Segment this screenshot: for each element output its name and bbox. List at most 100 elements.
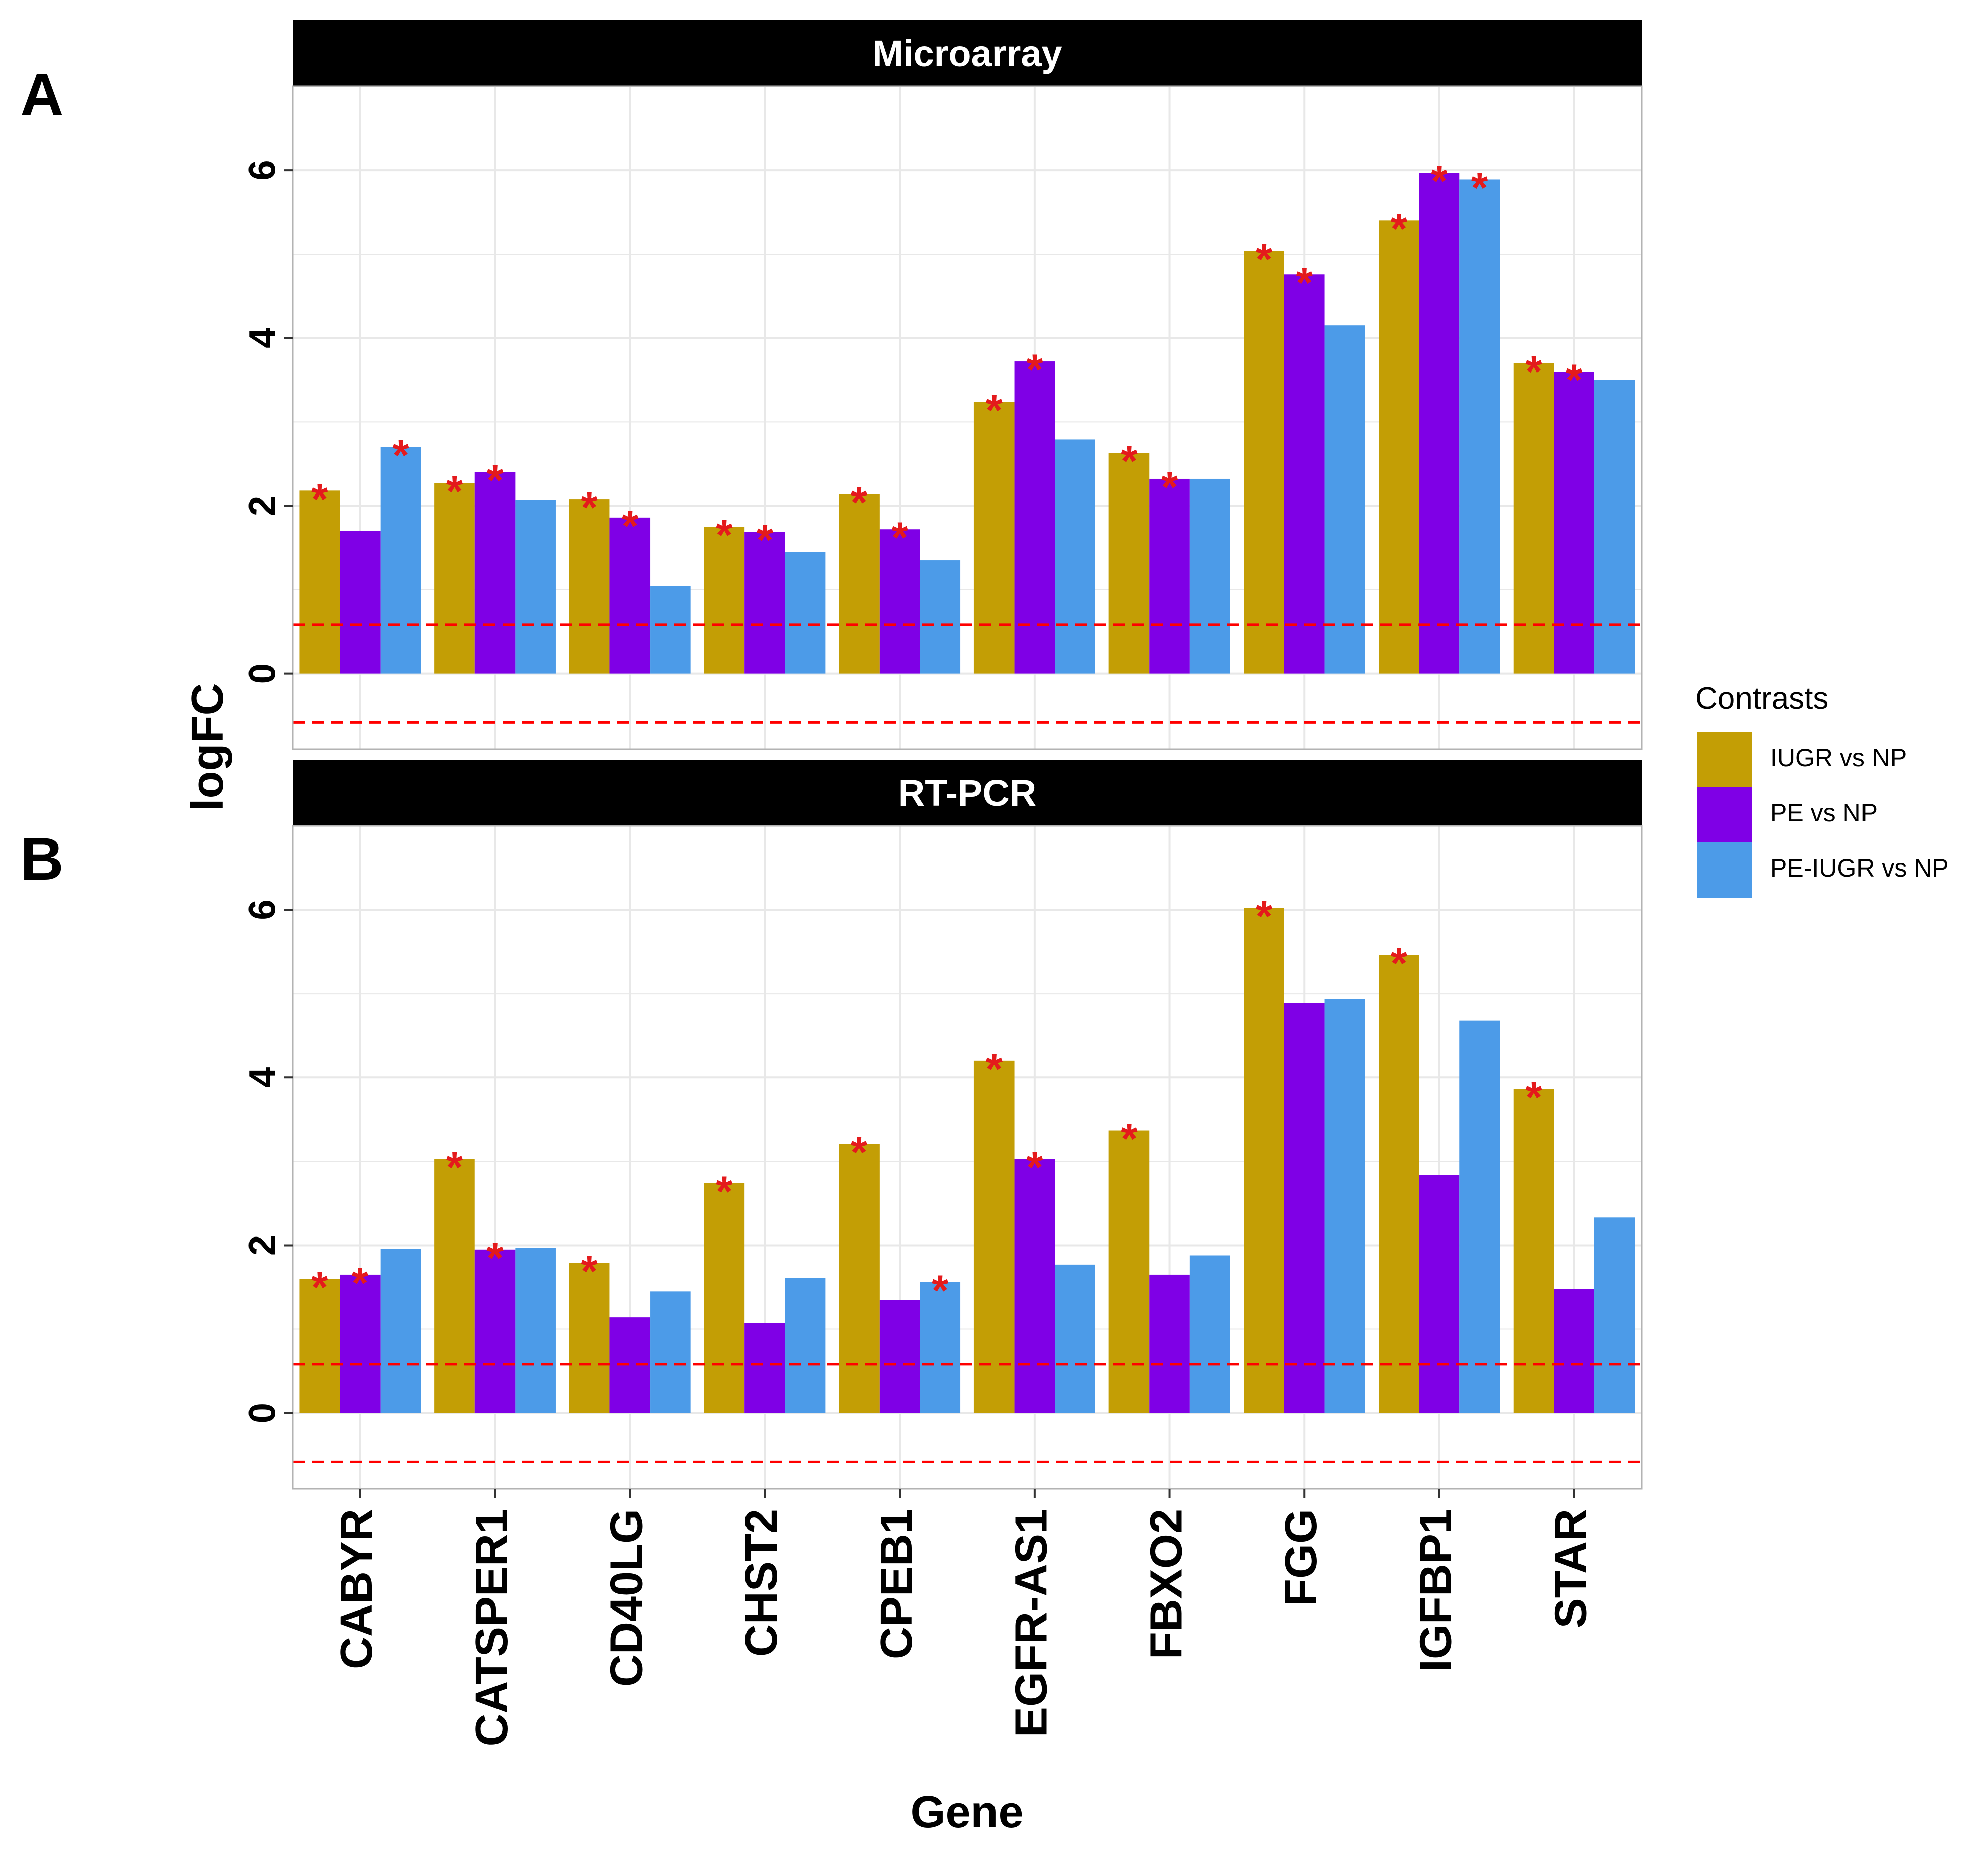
facet-strip bbox=[293, 20, 1642, 86]
bar bbox=[434, 1159, 475, 1413]
significance-marker: * bbox=[311, 1263, 328, 1311]
significance-marker: * bbox=[986, 386, 1003, 434]
significance-marker: * bbox=[581, 1248, 598, 1296]
facet-strip-label: Microarray bbox=[872, 33, 1062, 74]
significance-marker: * bbox=[1566, 356, 1583, 404]
x-tick-label: FGG bbox=[1276, 1509, 1326, 1606]
bar bbox=[1324, 999, 1365, 1413]
bar bbox=[1324, 325, 1365, 674]
y-tick-label: 4 bbox=[241, 328, 283, 348]
significance-marker: * bbox=[392, 431, 409, 479]
bar bbox=[973, 1060, 1015, 1413]
bar bbox=[1419, 173, 1460, 674]
bar bbox=[973, 402, 1015, 674]
significance-marker: * bbox=[932, 1267, 949, 1315]
significance-marker: * bbox=[1471, 164, 1488, 212]
y-tick-label: 2 bbox=[241, 496, 283, 516]
significance-marker: * bbox=[311, 475, 328, 523]
legend-label: IUGR vs NP bbox=[1770, 744, 1907, 772]
bar bbox=[785, 1278, 826, 1413]
panel-border bbox=[292, 85, 1643, 750]
bar bbox=[299, 490, 340, 674]
bars: * * * * * * * * * * * * * * * * * * * * * bbox=[299, 157, 1635, 674]
bar bbox=[569, 1263, 610, 1413]
x-tick-label: CD40LG bbox=[602, 1509, 652, 1687]
bar bbox=[380, 447, 421, 674]
bar bbox=[1594, 1217, 1635, 1413]
significance-marker: * bbox=[486, 457, 504, 505]
x-tick-label: STAR bbox=[1546, 1509, 1596, 1628]
bar bbox=[1419, 1175, 1460, 1413]
bar bbox=[1108, 1130, 1150, 1413]
bar bbox=[474, 472, 516, 674]
bar bbox=[299, 1279, 340, 1413]
bars: * * * * * * * * * * * * * * bbox=[299, 893, 1635, 1413]
x-axis-title: Gene bbox=[910, 1787, 1023, 1837]
bar bbox=[340, 531, 381, 674]
bar bbox=[1513, 1089, 1554, 1413]
bar bbox=[1244, 251, 1284, 674]
bar bbox=[1055, 1264, 1095, 1413]
bar bbox=[569, 499, 610, 674]
facet-panels: A Microarray * * * * * * * * * * * * * * * * * * * * * 0 2 4 6 B RT-… bbox=[20, 20, 1643, 1490]
x-tick-label: CPEB1 bbox=[872, 1509, 922, 1659]
threshold-lines bbox=[293, 1363, 1642, 1463]
x-tick-label: IGFBP1 bbox=[1411, 1509, 1461, 1672]
significance-marker: * bbox=[446, 467, 463, 516]
bar bbox=[1244, 908, 1284, 1413]
bar bbox=[1554, 372, 1594, 674]
bar bbox=[1379, 955, 1419, 1413]
panel-label-b: B bbox=[20, 825, 64, 893]
significance-marker: * bbox=[1121, 437, 1138, 485]
bar bbox=[434, 483, 475, 674]
y-tick-label: 6 bbox=[241, 160, 283, 181]
x-axis: CABYR CATSPER1 CD40LG CHST2 CPEB1 EGFR-AS1 FBX… bbox=[332, 1489, 1596, 1746]
facet-strip-label: RT-PCR bbox=[898, 772, 1036, 814]
panel-microarray: A Microarray * * * * * * * * * * * * * * * * * * * * * 0 2 4 6 bbox=[20, 20, 1643, 750]
significance-marker: * bbox=[716, 511, 733, 559]
x-tick-label: FBXO2 bbox=[1141, 1509, 1191, 1659]
significance-marker: * bbox=[1256, 893, 1273, 941]
bar bbox=[1055, 439, 1095, 674]
significance-marker: * bbox=[446, 1143, 463, 1191]
x-tick-label: CABYR bbox=[332, 1509, 382, 1669]
bar bbox=[744, 532, 785, 674]
legend-label: PE-IUGR vs NP bbox=[1770, 854, 1949, 882]
bar bbox=[380, 1249, 421, 1413]
legend-key bbox=[1697, 787, 1752, 842]
legend-title: Contrasts bbox=[1695, 681, 1828, 716]
y-axis-title: logFC bbox=[183, 683, 233, 811]
significance-marker: * bbox=[1391, 939, 1408, 987]
bar bbox=[704, 1183, 745, 1413]
bar bbox=[1284, 274, 1325, 674]
significance-marker: * bbox=[581, 483, 598, 532]
significance-marker: * bbox=[486, 1234, 504, 1282]
y-tick-label: 2 bbox=[241, 1235, 283, 1256]
significance-marker: * bbox=[891, 514, 908, 562]
threshold-lines bbox=[293, 623, 1642, 724]
bar bbox=[1189, 1255, 1230, 1413]
bar bbox=[609, 517, 651, 674]
bar bbox=[1459, 179, 1500, 674]
significance-marker: * bbox=[1121, 1115, 1138, 1163]
significance-marker: * bbox=[1525, 347, 1542, 396]
significance-marker: * bbox=[352, 1259, 369, 1307]
significance-marker: * bbox=[1256, 235, 1273, 283]
significance-marker: * bbox=[1391, 205, 1408, 253]
bar bbox=[1459, 1020, 1500, 1413]
bar bbox=[1149, 478, 1190, 674]
bar bbox=[920, 1282, 961, 1413]
x-tick-label: CATSPER1 bbox=[467, 1509, 517, 1746]
bar bbox=[1379, 220, 1419, 674]
bar bbox=[340, 1274, 381, 1413]
y-axis: 0 2 4 6 bbox=[241, 160, 293, 684]
legend-label: PE vs NP bbox=[1770, 799, 1878, 827]
panel-label-a: A bbox=[20, 61, 64, 129]
significance-marker: * bbox=[1525, 1074, 1542, 1122]
significance-marker: * bbox=[851, 478, 868, 527]
legend-key bbox=[1697, 842, 1752, 898]
bar bbox=[920, 560, 961, 674]
y-tick-label: 0 bbox=[241, 1403, 283, 1423]
significance-marker: * bbox=[851, 1128, 868, 1176]
